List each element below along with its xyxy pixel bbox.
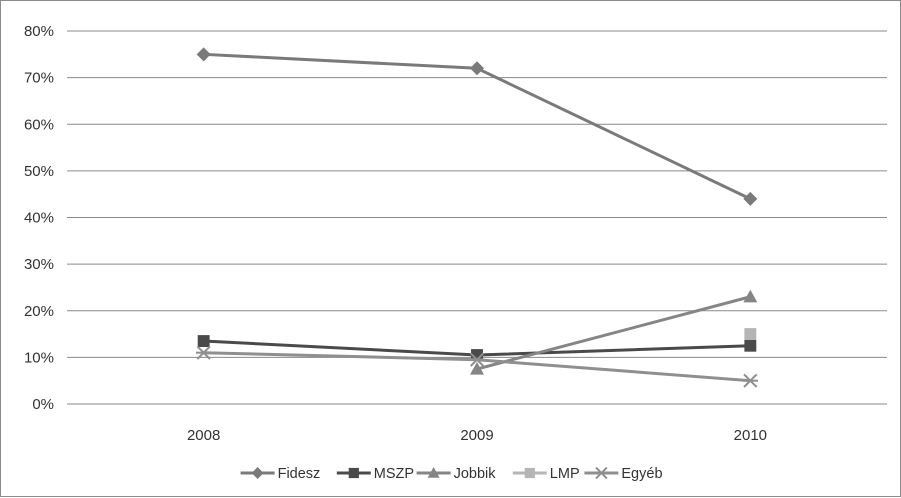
- legend-marker-mszp: [348, 467, 359, 479]
- legend-marker-fidesz: [251, 467, 264, 479]
- x-tick-label: 2008: [187, 427, 220, 444]
- data-point-lmp: [744, 328, 757, 341]
- series-line-fidesz: [203, 52, 751, 201]
- legend-marker-jobbik: [427, 467, 440, 478]
- legend-label-jobbik: Jobbik: [454, 466, 497, 482]
- y-tick-label: 20%: [24, 303, 54, 320]
- x-tick-label: 2009: [460, 427, 493, 444]
- data-point-egy-b: [195, 345, 212, 360]
- legend-marker-lmp: [524, 467, 535, 479]
- legend-label-egy-b: Egyéb: [621, 466, 662, 482]
- y-tick-label: 80%: [24, 23, 54, 40]
- series-line-jobbik: [476, 295, 751, 371]
- x-tick-label: 2010: [734, 427, 767, 444]
- y-tick-label: 10%: [24, 349, 54, 366]
- data-point-fidesz: [196, 47, 211, 62]
- legend-marker-egy-b: [594, 466, 608, 480]
- data-point-jobbik: [470, 362, 484, 375]
- data-point-egy-b: [742, 373, 759, 388]
- data-point-fidesz: [743, 191, 758, 206]
- legend-label-fidesz: Fidesz: [278, 466, 321, 482]
- data-point-egy-b: [469, 352, 485, 367]
- data-point-fidesz: [470, 61, 484, 76]
- data-point-mszp: [471, 349, 483, 361]
- y-tick-label: 30%: [24, 256, 54, 273]
- legend-label-mszp: MSZP: [374, 466, 414, 482]
- legend-label-lmp: LMP: [550, 466, 580, 482]
- y-tick-label: 40%: [24, 210, 54, 227]
- data-point-mszp: [744, 339, 757, 352]
- data-point-jobbik: [743, 289, 758, 303]
- y-tick-label: 60%: [24, 116, 54, 133]
- data-point-mszp: [197, 335, 210, 348]
- y-tick-label: 0%: [32, 396, 54, 413]
- y-tick-label: 70%: [24, 70, 54, 87]
- y-tick-label: 50%: [24, 163, 54, 180]
